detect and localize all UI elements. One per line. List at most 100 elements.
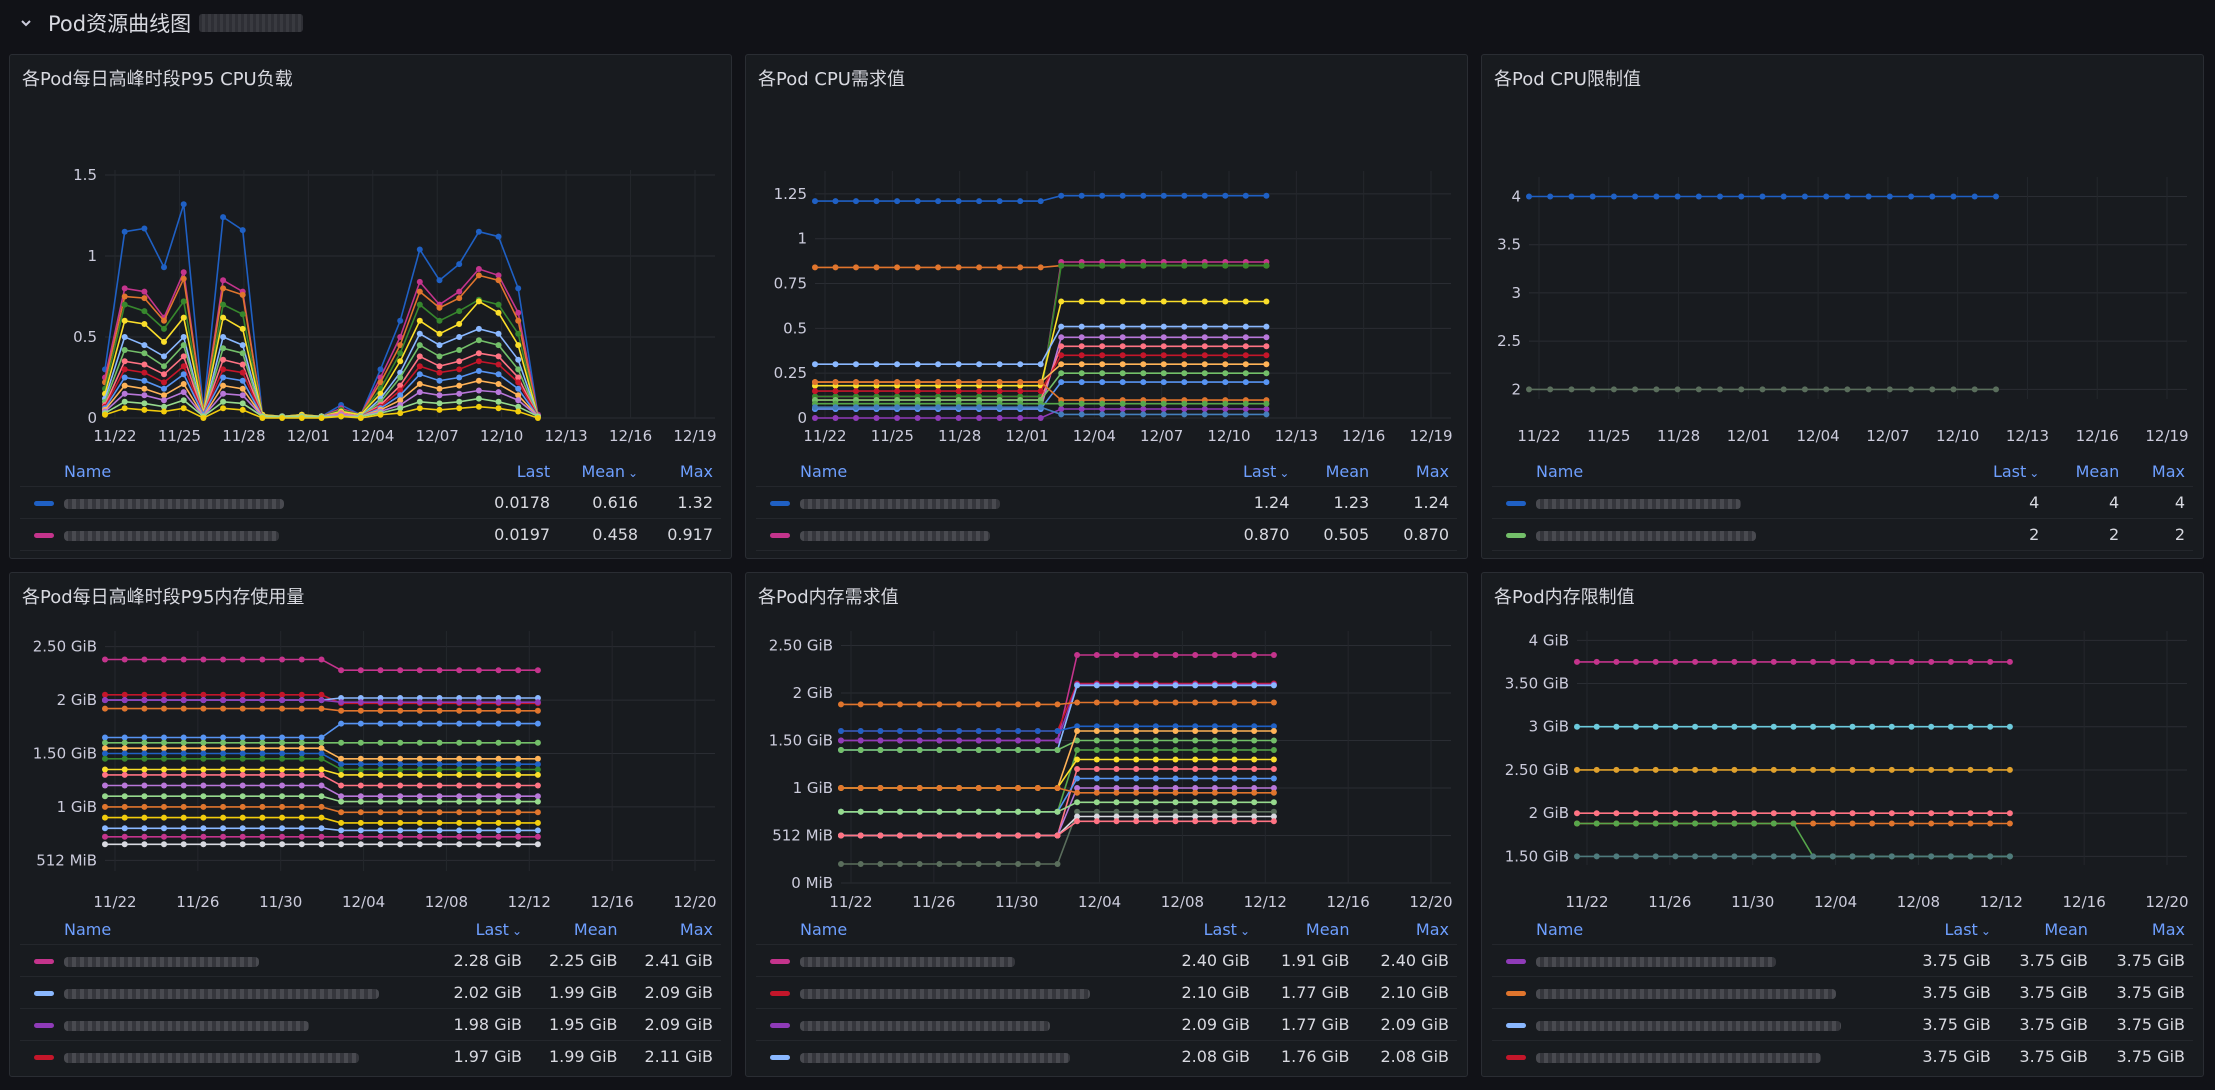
data-point[interactable] [995, 747, 1002, 753]
data-point[interactable] [180, 750, 187, 757]
data-point[interactable] [1074, 682, 1081, 689]
data-point[interactable] [1790, 820, 1797, 827]
data-point[interactable] [1731, 723, 1738, 730]
data-point[interactable] [200, 803, 207, 810]
data-point[interactable] [1160, 411, 1167, 418]
data-point[interactable] [916, 808, 923, 815]
redacted-series-name[interactable] [64, 498, 284, 509]
data-point[interactable] [534, 720, 541, 727]
data-point[interactable] [377, 771, 384, 778]
data-point[interactable] [180, 397, 187, 404]
data-point[interactable] [1263, 400, 1270, 407]
data-point[interactable] [1074, 799, 1081, 806]
data-point[interactable] [1574, 853, 1580, 860]
data-point[interactable] [1160, 262, 1167, 269]
data-point[interactable] [1099, 352, 1106, 359]
data-point[interactable] [298, 803, 305, 810]
data-point[interactable] [161, 803, 167, 810]
data-point[interactable] [1950, 386, 1957, 393]
data-point[interactable] [1133, 808, 1140, 815]
data-point[interactable] [1152, 785, 1159, 791]
data-point[interactable] [141, 350, 148, 357]
data-point[interactable] [1908, 723, 1915, 730]
data-point[interactable] [338, 720, 345, 727]
data-point[interactable] [416, 317, 423, 324]
data-point[interactable] [976, 198, 983, 205]
data-point[interactable] [838, 861, 844, 867]
data-point[interactable] [1140, 370, 1147, 377]
data-point[interactable] [1711, 658, 1718, 665]
data-point[interactable] [161, 734, 167, 741]
series-color-swatch[interactable] [34, 501, 54, 506]
data-point[interactable] [121, 347, 128, 353]
data-point[interactable] [436, 277, 443, 284]
data-point[interactable] [1078, 262, 1085, 269]
data-point[interactable] [279, 705, 286, 712]
data-point[interactable] [121, 814, 128, 821]
legend-row[interactable]: 2.09 GiB 1.77 GiB 2.09 GiB [756, 1008, 1457, 1041]
data-point[interactable] [1869, 853, 1876, 860]
data-point[interactable] [1829, 723, 1836, 730]
data-point[interactable] [1222, 379, 1229, 386]
data-point[interactable] [1037, 264, 1044, 271]
data-point[interactable] [279, 745, 286, 752]
data-point[interactable] [1888, 658, 1895, 665]
data-point[interactable] [495, 667, 502, 674]
data-point[interactable] [1119, 361, 1126, 368]
data-point[interactable] [1099, 262, 1106, 269]
data-point[interactable] [1181, 370, 1188, 377]
data-point[interactable] [338, 413, 345, 420]
data-point[interactable] [161, 793, 167, 800]
data-point[interactable] [200, 841, 207, 848]
data-point[interactable] [1099, 400, 1106, 407]
data-point[interactable] [436, 771, 443, 778]
sort-desc-icon[interactable]: ⌄ [1239, 923, 1250, 938]
data-point[interactable] [102, 755, 108, 762]
redacted-series-name[interactable] [800, 498, 1000, 509]
data-point[interactable] [1058, 262, 1065, 269]
data-point[interactable] [1140, 262, 1147, 269]
data-point[interactable] [1574, 766, 1580, 773]
data-point[interactable] [1263, 361, 1270, 368]
data-point[interactable] [1967, 723, 1974, 730]
legend-header-mean[interactable]: Mean [1297, 456, 1377, 487]
data-point[interactable] [239, 814, 246, 821]
data-point[interactable] [1751, 766, 1758, 773]
panel-title[interactable]: 各Pod每日高峰时段P95内存使用量 [22, 587, 305, 608]
data-point[interactable] [416, 720, 423, 727]
data-point[interactable] [1731, 658, 1738, 665]
chevron-down-icon[interactable] [18, 15, 34, 31]
series-color-swatch[interactable] [34, 533, 54, 538]
series-line[interactable] [815, 264, 1267, 398]
data-point[interactable] [1849, 820, 1856, 827]
data-point[interactable] [1152, 766, 1159, 772]
data-point[interactable] [1078, 411, 1085, 418]
data-point[interactable] [1674, 193, 1681, 200]
data-point[interactable] [397, 841, 404, 848]
panel-title[interactable]: 各Pod CPU限制值 [1494, 69, 1641, 90]
data-point[interactable] [220, 814, 227, 821]
legend-header-last[interactable]: Last [459, 456, 559, 487]
data-point[interactable] [1780, 193, 1787, 200]
data-point[interactable] [1074, 737, 1081, 744]
data-point[interactable] [1152, 818, 1159, 825]
data-point[interactable] [1231, 737, 1238, 744]
data-point[interactable] [1231, 808, 1238, 815]
data-point[interactable] [1037, 361, 1044, 368]
data-point[interactable] [1263, 334, 1270, 341]
redacted-series-name[interactable] [64, 530, 279, 541]
data-point[interactable] [996, 388, 1003, 395]
data-point[interactable] [1058, 370, 1065, 377]
data-point[interactable] [1263, 352, 1270, 359]
data-point[interactable] [1844, 386, 1851, 393]
data-point[interactable] [955, 264, 962, 271]
data-point[interactable] [1201, 411, 1208, 418]
data-point[interactable] [1242, 411, 1249, 418]
data-point[interactable] [515, 403, 522, 410]
data-point[interactable] [141, 691, 148, 698]
data-point[interactable] [416, 793, 423, 800]
data-point[interactable] [1172, 699, 1179, 706]
data-point[interactable] [1751, 810, 1758, 817]
data-point[interactable] [1099, 370, 1106, 377]
data-point[interactable] [102, 803, 108, 810]
